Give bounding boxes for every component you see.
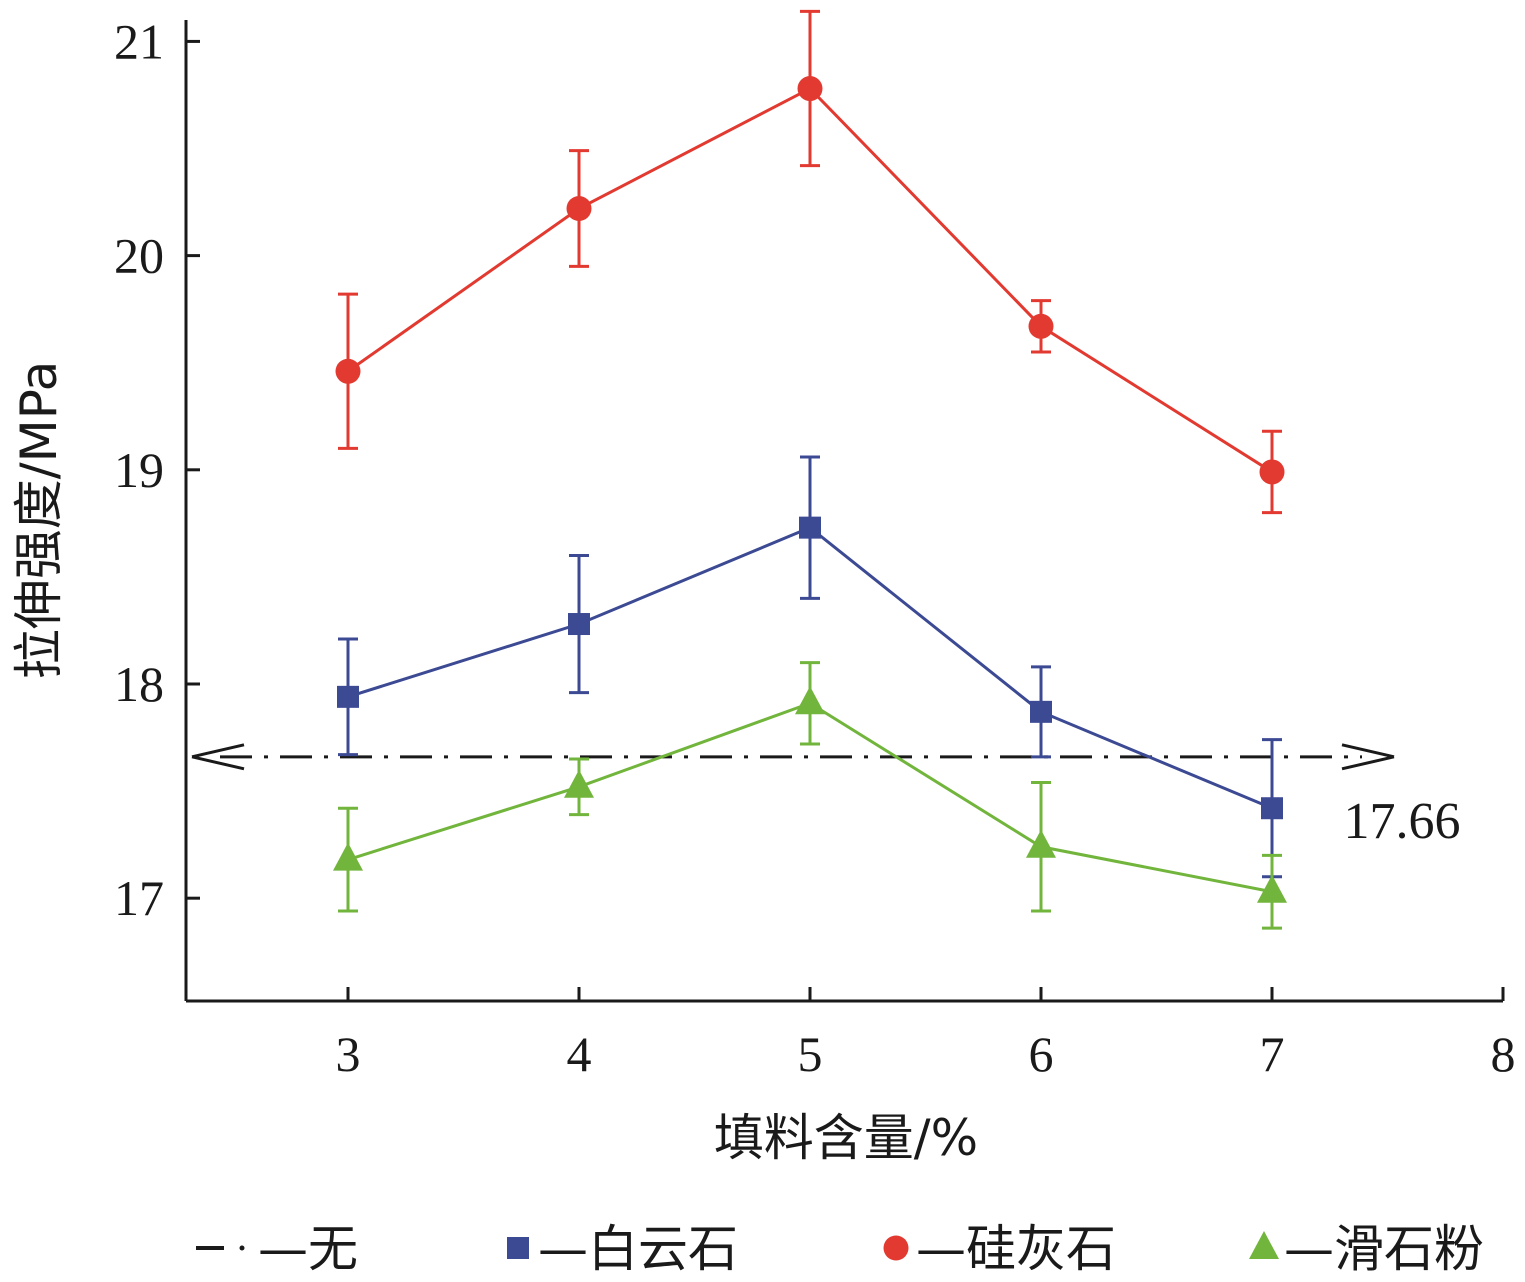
x-tick-label: 4	[567, 1026, 592, 1082]
data-point	[1259, 459, 1285, 485]
data-point	[1030, 700, 1052, 723]
x-ticks: 3 4 5 6 7 8	[336, 987, 1516, 1082]
data-point	[564, 769, 594, 798]
legend-marker	[507, 1237, 529, 1259]
legend-item: —硅灰石	[883, 1220, 1116, 1278]
x-tick-label: 8	[1491, 1026, 1516, 1082]
data-point	[1028, 313, 1054, 339]
reference-value-label: 17.66	[1344, 793, 1461, 850]
data-point	[797, 76, 823, 102]
legend-item: —无	[196, 1220, 358, 1278]
data-point	[795, 686, 825, 715]
reference-arrow-right	[1341, 743, 1395, 771]
reference-line-group: 17.66	[191, 743, 1461, 850]
data-point	[333, 842, 363, 871]
legend-item: —滑石粉	[1249, 1220, 1484, 1278]
data-point	[335, 358, 361, 384]
series-group	[333, 9, 1287, 930]
y-tick-label: 19	[114, 442, 164, 498]
x-tick-label: 6	[1029, 1026, 1054, 1082]
data-point	[1026, 829, 1056, 858]
data-point	[799, 516, 821, 539]
legend-label: —白云石	[538, 1220, 738, 1278]
reference-arrow-left	[191, 743, 245, 771]
data-point	[1257, 874, 1287, 903]
axes	[184, 20, 1503, 1003]
y-ticks: 17 18 19 20 21	[114, 13, 200, 926]
series-triangle	[333, 661, 1287, 930]
y-tick-label: 17	[114, 870, 164, 926]
legend-marker	[883, 1235, 909, 1261]
x-tick-label: 3	[336, 1026, 361, 1082]
legend-label: —无	[258, 1220, 358, 1278]
legend-marker	[1249, 1231, 1279, 1259]
legend-label: —滑石粉	[1284, 1220, 1484, 1278]
data-point	[337, 685, 359, 708]
y-tick-label: 18	[114, 656, 164, 712]
x-tick-label: 7	[1260, 1026, 1285, 1082]
series-circle	[335, 9, 1285, 515]
data-point	[566, 195, 592, 221]
data-point	[568, 613, 590, 636]
y-tick-label: 20	[114, 228, 164, 284]
y-tick-label: 21	[114, 13, 164, 69]
x-axis-title: 填料含量/%	[714, 1109, 978, 1167]
legend-item: —白云石	[507, 1220, 738, 1278]
data-point	[1261, 797, 1283, 820]
legend: —无 —白云石 —硅灰石 —滑石粉	[196, 1220, 1484, 1278]
y-axis-title: 拉伸强度/MPa	[10, 361, 68, 680]
x-tick-label: 5	[798, 1026, 823, 1082]
legend-dashdot-dot	[239, 1245, 245, 1251]
legend-label: —硅灰石	[916, 1220, 1116, 1278]
series-square	[337, 455, 1283, 879]
